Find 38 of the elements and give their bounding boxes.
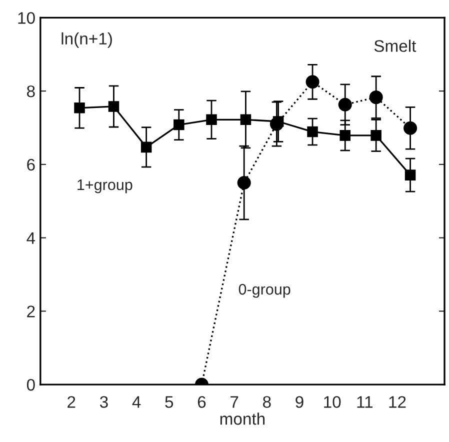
y-tick-label: 4 bbox=[26, 232, 36, 244]
y-tick-label: 2 bbox=[27, 306, 35, 318]
point bbox=[404, 170, 416, 180]
point bbox=[237, 176, 251, 190]
x-tick-label: 2 bbox=[68, 396, 76, 408]
point bbox=[140, 142, 152, 153]
x-tick-label: 10 bbox=[324, 396, 341, 408]
point bbox=[306, 75, 320, 89]
x-tick-label: 9 bbox=[296, 396, 304, 408]
point bbox=[404, 121, 418, 135]
point bbox=[370, 130, 382, 141]
y-tick-label: 8 bbox=[27, 85, 35, 98]
x-tick-label: 6 bbox=[198, 396, 206, 408]
point bbox=[340, 130, 350, 141]
x-tick-label: 12 bbox=[389, 396, 406, 408]
point bbox=[206, 114, 217, 126]
x-tick-label: 5 bbox=[165, 396, 174, 408]
point bbox=[338, 98, 352, 112]
series-label: 0-group bbox=[238, 284, 290, 298]
point bbox=[272, 116, 284, 127]
point bbox=[74, 102, 85, 114]
point bbox=[108, 101, 120, 112]
point bbox=[240, 114, 252, 126]
x-axis-title: month bbox=[220, 412, 265, 425]
x-tick-label: 8 bbox=[262, 396, 271, 408]
point bbox=[174, 119, 184, 130]
series-label: 1+group bbox=[78, 180, 132, 194]
x-tick-label: 3 bbox=[100, 396, 108, 408]
y-tick-label: 0 bbox=[26, 378, 35, 391]
point bbox=[307, 126, 318, 138]
y-tick-label: 10 bbox=[18, 12, 35, 24]
text: Smelt bbox=[374, 40, 416, 52]
point bbox=[369, 90, 383, 104]
x-tick-label: 7 bbox=[230, 396, 238, 408]
x-tick-label: 11 bbox=[357, 396, 373, 408]
y-axis-title: ln(n+1) bbox=[62, 32, 112, 48]
y-tick-label: 6 bbox=[27, 158, 35, 171]
x-tick-label: 4 bbox=[132, 396, 141, 408]
